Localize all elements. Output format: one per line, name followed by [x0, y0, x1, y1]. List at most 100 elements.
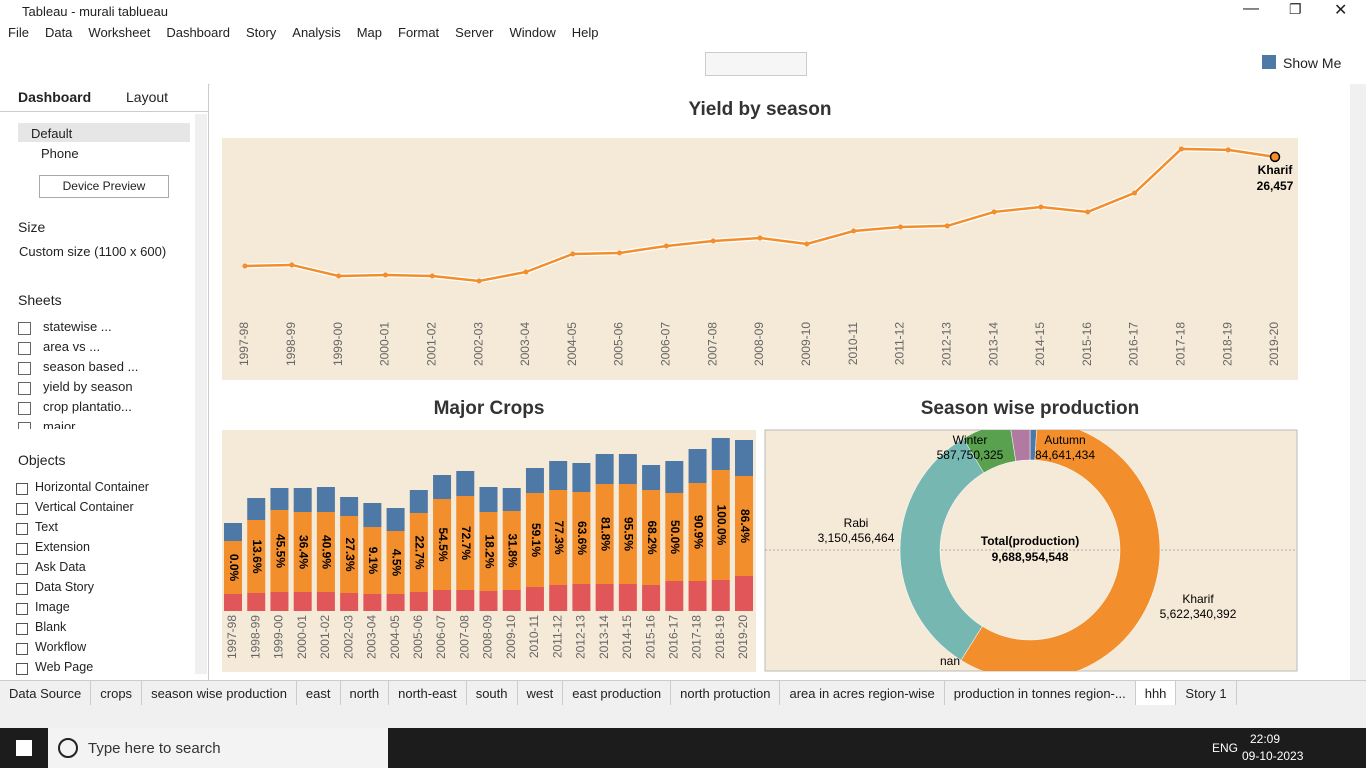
sheet-tab[interactable]: Story 1	[1176, 681, 1237, 706]
bar-segment	[433, 590, 452, 611]
menu-item[interactable]: Server	[455, 25, 494, 40]
object-item[interactable]: Image	[35, 600, 70, 614]
bar-segment	[270, 592, 289, 611]
menu-item[interactable]: Window	[509, 25, 556, 40]
x-tick-label: 2019-20	[736, 615, 750, 659]
object-item[interactable]: Workflow	[35, 640, 87, 654]
segment-label: 95.5%	[622, 517, 636, 551]
x-tick-label: 2008-09	[752, 322, 766, 366]
x-tick-label: 2015-16	[1080, 322, 1094, 366]
close[interactable]: ✕	[1334, 2, 1348, 19]
bar-segment	[502, 590, 521, 611]
bar-segment	[479, 487, 498, 512]
sidebar: Dashboard Layout Default Phone Device Pr…	[0, 84, 209, 680]
segment-label: 0.0%	[227, 554, 241, 582]
slice-label: Autumn	[1044, 433, 1085, 447]
sheet-tab[interactable]: hhh	[1135, 681, 1177, 706]
object-item[interactable]: Horizontal Container	[35, 480, 149, 494]
object-item[interactable]: Vertical Container	[35, 500, 134, 514]
sheet-tab[interactable]: south	[467, 681, 518, 706]
device[interactable]: Default	[31, 126, 73, 141]
menu-item[interactable]: Story	[245, 25, 277, 40]
sheet-tab[interactable]: north-east	[389, 681, 467, 706]
sheet-item[interactable]: crop plantatio...	[43, 399, 132, 414]
x-tick-label: 2016-17	[666, 615, 680, 659]
bar-segment	[456, 471, 475, 496]
object-item[interactable]: Text	[35, 520, 58, 534]
minimize[interactable]: —	[1243, 0, 1259, 17]
bar-segment	[363, 503, 382, 527]
point	[851, 228, 857, 234]
section-title: Size	[18, 219, 46, 235]
object-item[interactable]: Extension	[35, 540, 90, 554]
sheet-item[interactable]: season based ...	[43, 359, 139, 374]
sheet-tab[interactable]: east	[297, 681, 341, 706]
object-item[interactable]: Web Page	[35, 660, 94, 674]
x-tick-label: 2012-13	[939, 322, 953, 366]
point	[1178, 146, 1184, 152]
scrollbar[interactable]	[1350, 84, 1366, 680]
bar-segment	[409, 490, 428, 513]
sheet-item[interactable]: major ...	[43, 419, 90, 429]
sheet-tab[interactable]: west	[518, 681, 564, 706]
scrollbar[interactable]	[195, 114, 207, 674]
bar-segment	[247, 520, 266, 593]
sheet-tab[interactable]: season wise production	[142, 681, 297, 706]
sheet-item[interactable]: area vs ...	[43, 339, 101, 354]
sheet-tab[interactable]: production in tonnes region-...	[945, 681, 1136, 706]
sheet-icon	[18, 382, 31, 395]
bar-segment	[618, 454, 637, 484]
menu-item[interactable]: Worksheet	[88, 25, 151, 40]
x-tick-label: 2007-08	[705, 322, 719, 366]
chart-title: Yield by season	[689, 99, 832, 120]
bar-segment	[711, 438, 730, 470]
size-value[interactable]: Custom size (1100 x 600)	[19, 244, 167, 259]
object-item[interactable]: Blank	[35, 620, 67, 634]
sheet-tab[interactable]: crops	[91, 681, 143, 706]
start[interactable]	[16, 740, 32, 756]
bar-segment	[688, 581, 707, 611]
object-item[interactable]: Ask Data	[35, 560, 86, 574]
sheet-item[interactable]: yield by season	[43, 379, 133, 394]
menu-item[interactable]: Dashboard	[166, 25, 230, 40]
side-tab[interactable]: Dashboard	[18, 89, 92, 105]
point	[570, 251, 576, 257]
x-tick-label: 2015-16	[643, 615, 657, 659]
x-tick-label: 2001-02	[424, 322, 438, 366]
segment-label: 100.0%	[715, 505, 729, 546]
dashboard-svg: Yield by season 1997-98 1998-99 1999-00 2000…	[222, 99, 1298, 672]
menu-item[interactable]: Help	[571, 25, 599, 40]
show-me[interactable]: Show Me	[1283, 55, 1342, 71]
bar-segment	[456, 590, 475, 611]
search-box[interactable]: Type here to search	[48, 728, 388, 768]
menu-item[interactable]: Data	[44, 25, 73, 40]
device[interactable]: Phone	[41, 146, 79, 161]
title-bar: Tableau - murali tablueau — ❐ ✕	[0, 0, 1366, 22]
menu-item[interactable]: Format	[398, 25, 440, 40]
sheet-icon	[18, 362, 31, 375]
sheet-tab[interactable]: Data Source	[0, 681, 92, 706]
sheet-tab[interactable]: north protuction	[671, 681, 781, 706]
device-preview[interactable]: Device Preview	[39, 175, 169, 198]
object-item[interactable]: Data Story	[35, 580, 95, 594]
menu-item[interactable]: Map	[356, 25, 382, 40]
menu-item[interactable]: File	[8, 25, 29, 40]
total-value: 9,688,954,548	[992, 550, 1069, 564]
sheet-tab[interactable]: north	[341, 681, 390, 706]
bar-segment	[525, 493, 544, 587]
sheet-tab[interactable]: east production	[563, 681, 672, 706]
object-icon	[16, 583, 28, 595]
bar-segment	[270, 488, 289, 510]
bar-segment	[688, 449, 707, 483]
side-tab[interactable]: Layout	[126, 89, 169, 105]
restore[interactable]: ❐	[1289, 1, 1302, 17]
plot-area	[222, 138, 1298, 380]
language: ENG	[1212, 741, 1239, 755]
sheet-icon	[18, 422, 31, 429]
sheet-item[interactable]: statewise ...	[43, 319, 112, 334]
sheet-tab[interactable]: area in acres region-wise	[780, 681, 945, 706]
bar-segment	[293, 488, 312, 512]
menu-item[interactable]: Analysis	[292, 25, 341, 40]
bar-segment	[479, 591, 498, 611]
dropdown[interactable]	[705, 52, 807, 76]
